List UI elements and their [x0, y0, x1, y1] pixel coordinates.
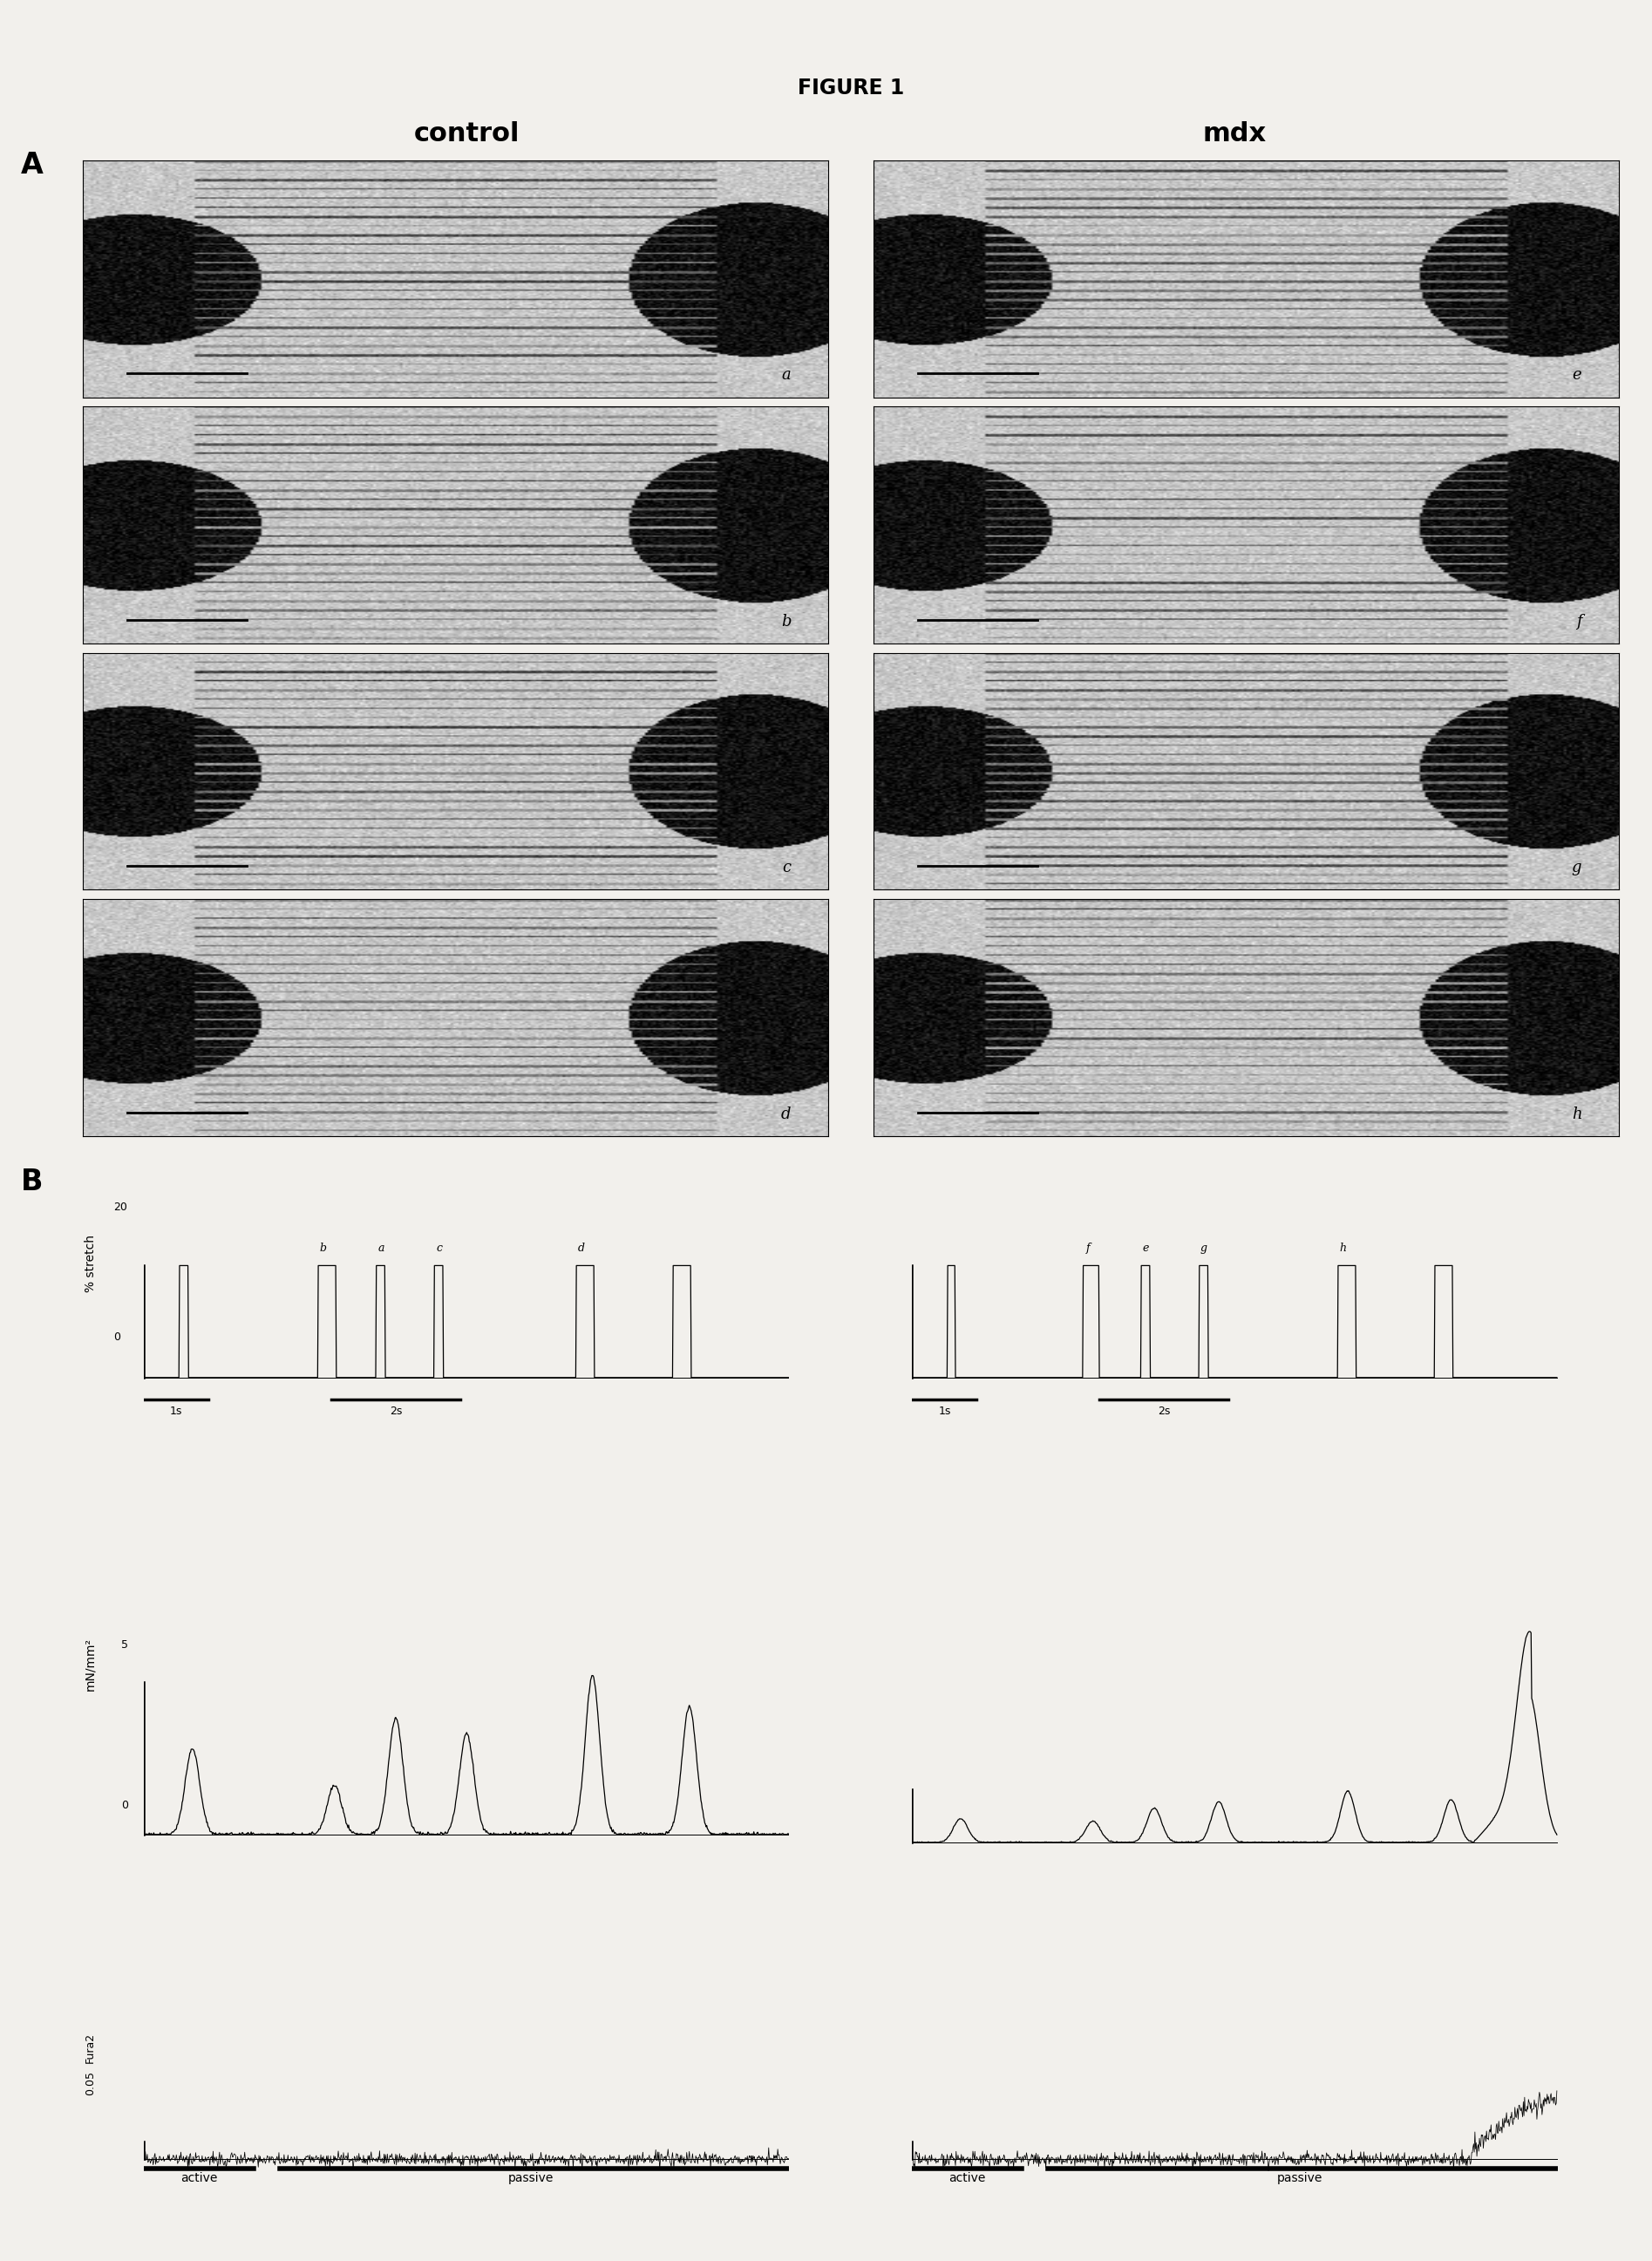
Text: f: f [1576, 613, 1581, 629]
Text: % stretch: % stretch [84, 1235, 96, 1293]
Text: h: h [1571, 1106, 1581, 1121]
Text: 0: 0 [114, 1332, 121, 1343]
Text: g: g [1571, 859, 1581, 875]
Text: control: control [413, 122, 520, 147]
Text: B: B [21, 1167, 43, 1196]
Text: d: d [781, 1106, 791, 1121]
Text: mN/mm²: mN/mm² [84, 1637, 96, 1691]
Text: e: e [1573, 366, 1581, 382]
Text: 0.05: 0.05 [84, 2071, 96, 2096]
Text: FIGURE 1: FIGURE 1 [798, 77, 904, 97]
Text: b: b [781, 613, 791, 629]
Text: mdx: mdx [1203, 122, 1267, 147]
Text: c: c [783, 859, 791, 875]
Text: Fura2: Fura2 [84, 2033, 96, 2062]
Text: A: A [21, 151, 43, 179]
Text: 20: 20 [114, 1201, 127, 1212]
Text: a: a [781, 366, 791, 382]
Text: 0: 0 [121, 1800, 127, 1811]
Text: 5: 5 [121, 1639, 127, 1651]
